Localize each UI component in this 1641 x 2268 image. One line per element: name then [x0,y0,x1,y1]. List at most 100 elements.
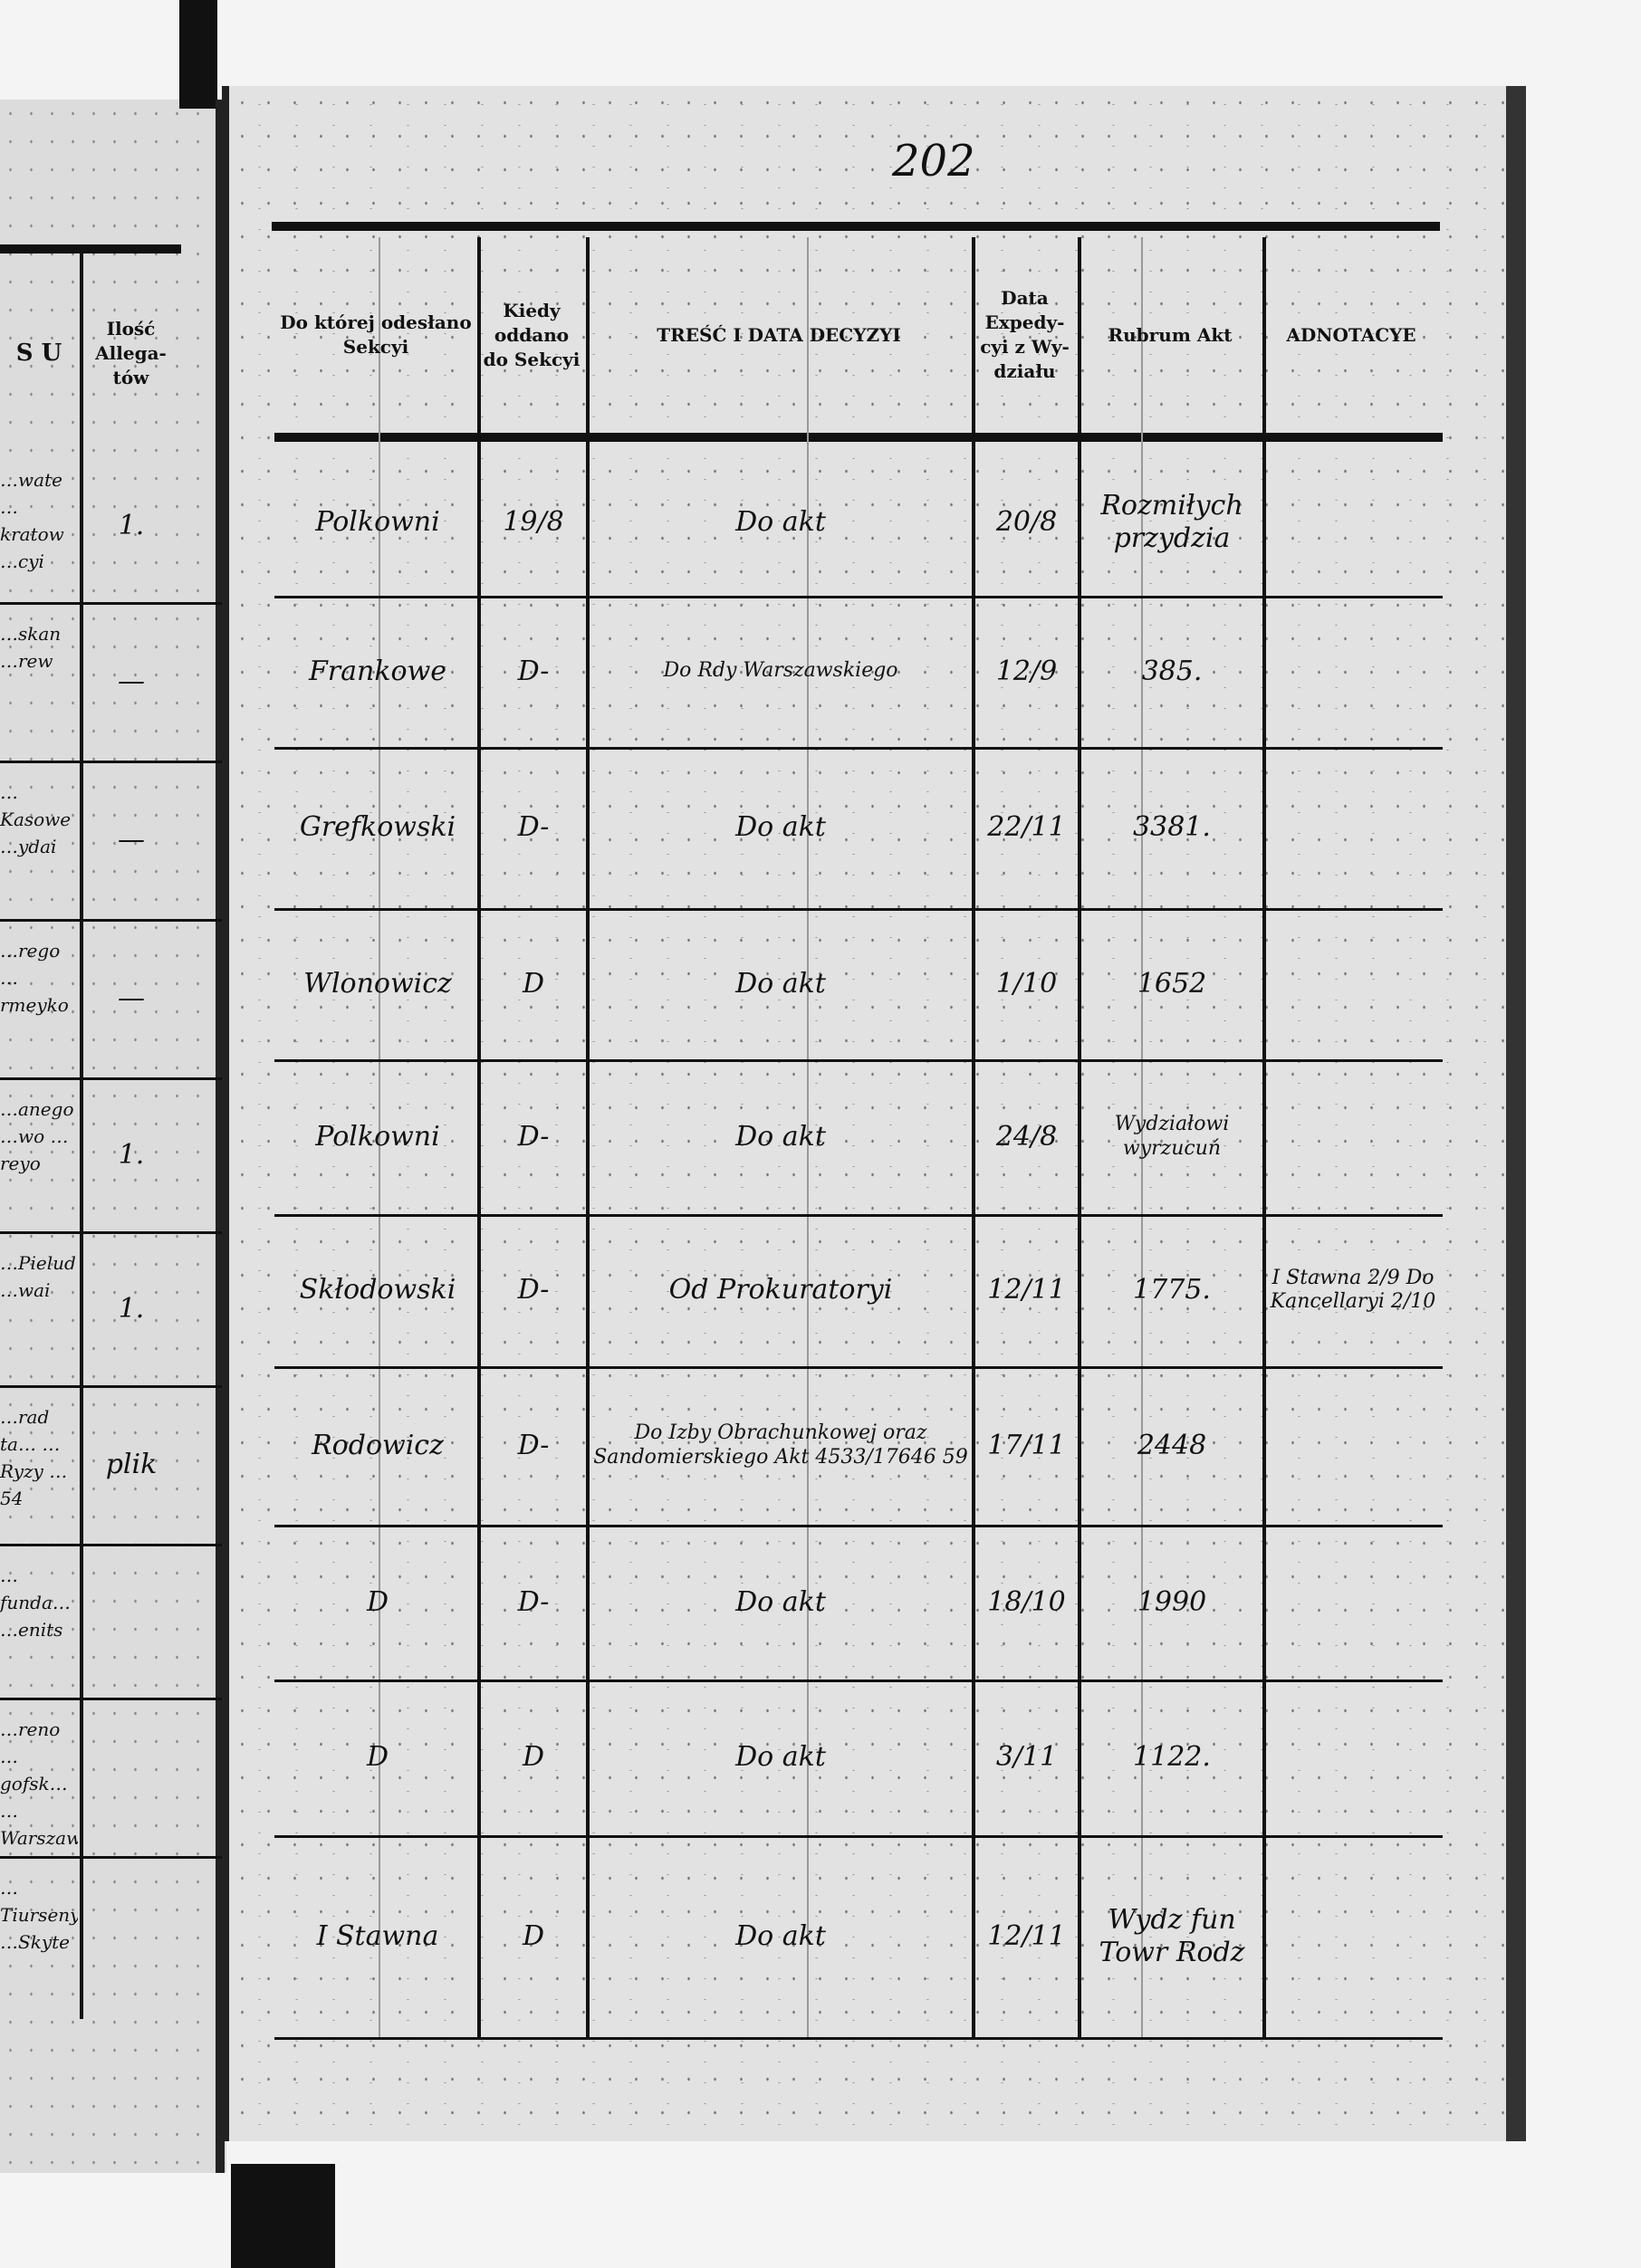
cell-when: D [522,1919,545,1952]
left-row-divider [0,761,222,763]
cell-date: 24/8 [995,1120,1058,1153]
cell-content: Do akt [735,811,826,843]
left-cell-text: …rego …rmeyko [0,940,69,1016]
left-cell-count: — [118,824,145,856]
cell-rubrum: 1775. [1133,1274,1211,1306]
header-notes: ADNOTACYE [1286,323,1416,346]
cell-date: 12/11 [987,1274,1066,1306]
left-row-divider [0,1385,222,1388]
left-cell-count: — [118,665,145,697]
cell-when: D- [517,1120,550,1153]
column-divider [477,237,481,2037]
left-cell-text: …anego …wo …reyo [0,1098,74,1174]
cell-date: 20/8 [995,505,1058,538]
book-spine [216,100,225,2173]
left-cell-count: 1. [118,509,145,541]
left-row-divider [0,1231,222,1234]
cell-section: Grefkowski [299,811,456,843]
header-to-section: Do której odesłano Sekcyi [280,311,472,358]
row-divider [274,596,1443,598]
left-cell-text: …wate …kratow …cyi [0,469,64,572]
scan-border [179,0,217,109]
cell-section: Polkowni [315,1120,440,1153]
left-row-divider [0,1856,222,1859]
left-cell-text: …rad ta… …Ryzy …54 [0,1406,68,1509]
cell-notes [1270,1835,1436,2037]
cell-rubrum: Rozmiłych przydzia [1100,489,1243,554]
left-row-divider [0,1544,222,1546]
header-when-given: Kiedy oddano do Sekcyi [483,299,581,370]
row-divider [274,908,1443,911]
column-guide [1141,237,1143,2037]
left-header-rule [0,244,181,254]
cell-date: 12/11 [987,1919,1066,1952]
left-cell-text: …reno …gofsk… …Warszawskiego [0,1718,78,1847]
cell-section: Frankowe [308,655,447,687]
left-row-divider [0,919,222,922]
cell-content: Do akt [735,505,826,538]
cell-notes [1270,747,1436,908]
cell-when: D- [517,811,550,843]
left-cell-count: 1. [118,1292,145,1325]
column-divider [972,237,975,2037]
row-divider [274,1835,1443,1838]
cell-rubrum: 2448 [1137,1429,1207,1461]
cell-rubrum: Wydz fun Towr Rodz [1099,1903,1245,1968]
cell-section: D [366,1585,389,1618]
cell-when: D- [517,1429,550,1461]
cell-rubrum: 3381. [1133,811,1211,843]
left-cell-count: — [118,982,145,1014]
cell-rubrum: 1990 [1137,1585,1207,1618]
left-cell-count: plik [105,1449,158,1480]
left-header-allegaty: Ilość Allega-tów [95,317,167,388]
left-cell-text: …Tiurseny …Skyte [0,1877,78,1953]
cell-when: D- [517,655,550,687]
cell-when: D- [517,1274,550,1306]
column-guide [807,237,809,2037]
cell-rubrum: Wydziałowi wyrzucuń [1114,1113,1230,1160]
left-row-divider [0,1077,222,1080]
cell-section: Polkowni [315,505,440,538]
left-divider [80,254,83,2019]
left-cell-count: 1. [118,1138,145,1171]
row-divider [274,1525,1443,1527]
left-cell-text: …skan …rew [0,623,62,672]
left-cell-text: …funda… …enits [0,1565,71,1641]
left-page-fragment [0,100,226,2173]
column-divider [1078,237,1081,2037]
row-divider [274,2037,1443,2040]
cell-date: 22/11 [987,811,1066,843]
left-cell-text: …Kasowe …ydai [0,781,72,857]
header-expedition: Data Expedy-cyi z Wy-działu [980,287,1070,382]
cell-date: 1/10 [995,967,1058,1000]
header-rubrum: Rubrum Akt [1108,323,1233,346]
cell-notes [1270,1059,1436,1214]
cell-when: D [522,967,545,1000]
cell-notes [1270,908,1436,1059]
cell-rubrum: 1122. [1133,1741,1211,1773]
header-content: TREŚĆ I DATA DECYZYI [657,323,901,346]
column-divider [586,237,590,2037]
cell-notes [1270,448,1436,596]
cell-content: Do akt [735,1120,826,1153]
left-header-su: S U [15,339,62,367]
cell-section: I Stawna [316,1919,439,1952]
cell-rubrum: 385. [1141,655,1203,687]
cell-notes [1270,1679,1436,1835]
left-cell-count [86,1698,177,1856]
cell-when: 19/8 [503,505,564,538]
cell-rubrum: 1652 [1137,967,1207,1000]
cell-section: Skłodowski [299,1274,456,1306]
cell-content: Do Izby Obrachunkowej oraz Sandomierskie… [593,1421,968,1469]
cell-notes [1270,596,1436,747]
cell-date: 3/11 [995,1741,1058,1773]
register-page [222,86,1526,2141]
page-number: 202 [892,136,975,187]
scan-border [231,2164,335,2268]
header-bottom-rule [274,433,1443,442]
cell-section: D [366,1741,389,1773]
cell-notes: I Stawna 2/9 Do Kancellaryi 2/10 [1270,1266,1436,1313]
cell-date: 18/10 [987,1585,1066,1618]
column-divider [1262,237,1266,2037]
cell-date: 12/9 [995,655,1058,687]
